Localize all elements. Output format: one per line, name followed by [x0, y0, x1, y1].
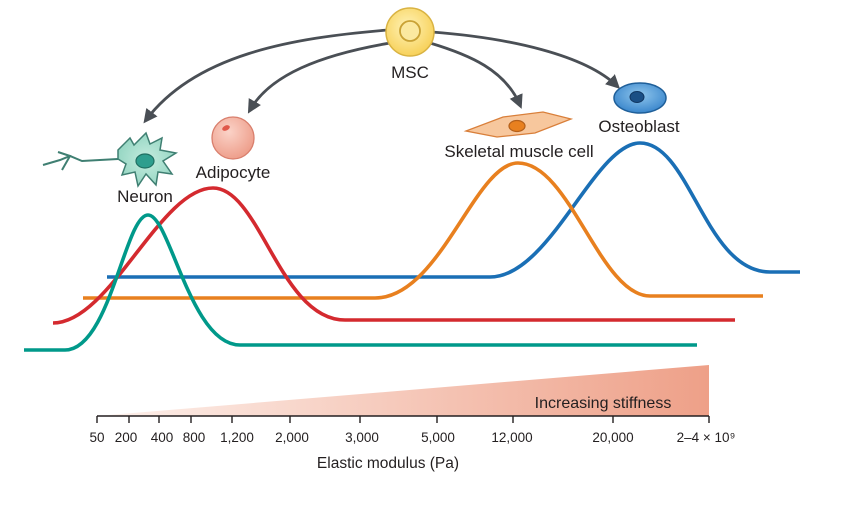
- x-axis-title: Elastic modulus (Pa): [317, 455, 459, 472]
- x-axis-tick-label: 3,000: [345, 430, 379, 445]
- adipocyte-label: Adipocyte: [196, 163, 271, 182]
- x-axis-tick-label: 20,000: [592, 430, 633, 445]
- osteoblast-label: Osteoblast: [598, 117, 680, 136]
- x-axis-tick-label: 2,000: [275, 430, 309, 445]
- stiffness-wedge-label: Increasing stiffness: [535, 395, 672, 412]
- x-axis-ticks: 50 200 400 800 1,200 2,000 3,000 5,000 12,000 20,…: [89, 416, 735, 445]
- skeletal-muscle-cell-icon: [463, 111, 574, 138]
- adipocyte-stiffness-curve: [52, 186, 735, 325]
- stiffness-wedge: [97, 365, 709, 416]
- skeletal-muscle-label: Skeletal muscle cell: [444, 142, 593, 161]
- arrow-to-neuron: [143, 28, 389, 124]
- x-axis-tick-label: 800: [183, 430, 206, 445]
- arrow-to-adipocyte: [247, 41, 391, 114]
- x-axis-tick-label: 200: [115, 430, 138, 445]
- arrow-to-muscle: [429, 41, 523, 109]
- neuron-label: Neuron: [117, 187, 173, 206]
- x-axis-tick-label: 50: [89, 430, 104, 445]
- x-axis-tick-label: 1,200: [220, 430, 254, 445]
- x-axis-tick-label: 12,000: [491, 430, 532, 445]
- osteoblast-cell-icon: [613, 82, 667, 114]
- muscle-stiffness-curve: [83, 161, 763, 300]
- x-axis-tick-label: 2–4 × 10⁹: [677, 430, 736, 445]
- msc-cell-icon: [385, 7, 435, 57]
- x-axis-tick-label: 5,000: [421, 430, 455, 445]
- osteoblast-stiffness-curve: [107, 141, 800, 279]
- arrow-to-osteoblast: [431, 30, 621, 89]
- neuron-cell-icon: [42, 131, 179, 188]
- adipocyte-cell-icon: [211, 116, 255, 160]
- neuron-stiffness-curve: [24, 213, 697, 352]
- msc-label: MSC: [391, 63, 429, 82]
- x-axis-tick-label: 400: [151, 430, 174, 445]
